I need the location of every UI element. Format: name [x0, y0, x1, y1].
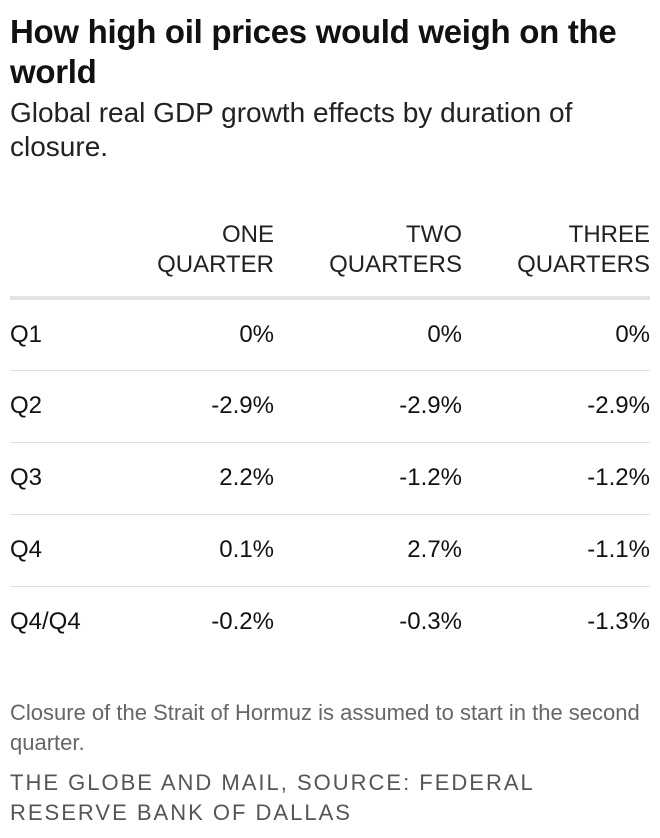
table-cell: 0% — [462, 298, 650, 371]
table-cell: -1.2% — [274, 442, 462, 515]
footnote: Closure of the Strait of Hormuz is assum… — [10, 700, 640, 755]
row-label: Q4 — [10, 514, 150, 587]
row-label: Q4/Q4 — [10, 608, 81, 636]
table-cell: -1.1% — [462, 514, 650, 587]
table-row: Q1 0% 0% 0% — [10, 298, 650, 371]
table-cell: 0% — [274, 298, 462, 371]
table-row: Q2 -2.9% -2.9% -2.9% — [10, 370, 650, 443]
table-cell: -0.2% — [211, 608, 274, 636]
table-row: Q3 2.2% -1.2% -1.2% — [10, 442, 650, 515]
table-cell: 0% — [150, 298, 274, 371]
table-row: Q4 0.1% 2.7% -1.1% — [10, 514, 650, 587]
column-header-two-quarters: TWO QUARTERS — [274, 220, 462, 300]
table-cell: -1.3% — [587, 608, 650, 636]
source-credit: THE GLOBE AND MAIL, SOURCE: FEDERAL RESE… — [10, 770, 534, 825]
table-cell: 2.7% — [274, 514, 462, 587]
table-cell: -1.2% — [462, 442, 650, 515]
row-label: Q1 — [10, 298, 150, 371]
table-cell: -0.3% — [399, 608, 462, 636]
chart-title: How high oil prices would weigh on the w… — [10, 13, 617, 90]
table-header-row: ONE QUARTER TWO QUARTERS THREE QUARTERS — [10, 220, 650, 300]
table-cell: -2.9% — [274, 370, 462, 443]
row-label: Q3 — [10, 442, 150, 515]
table-cell: 2.2% — [150, 442, 274, 515]
column-header-empty — [10, 220, 150, 300]
column-header-three-quarters: THREE QUARTERS — [462, 220, 650, 300]
column-header-one-quarter: ONE QUARTER — [150, 220, 274, 300]
table-cell: -2.9% — [462, 370, 650, 443]
gdp-effects-table: ONE QUARTER TWO QUARTERS THREE QUARTERS … — [10, 220, 650, 658]
row-label: Q2 — [10, 370, 150, 443]
table-cell: 0.1% — [150, 514, 274, 587]
table-cell: -2.9% — [150, 370, 274, 443]
chart-subtitle: Global real GDP growth effects by durati… — [10, 97, 573, 162]
table-row: Q4/Q4 -0.2% -0.3% -1.3% — [10, 586, 650, 658]
